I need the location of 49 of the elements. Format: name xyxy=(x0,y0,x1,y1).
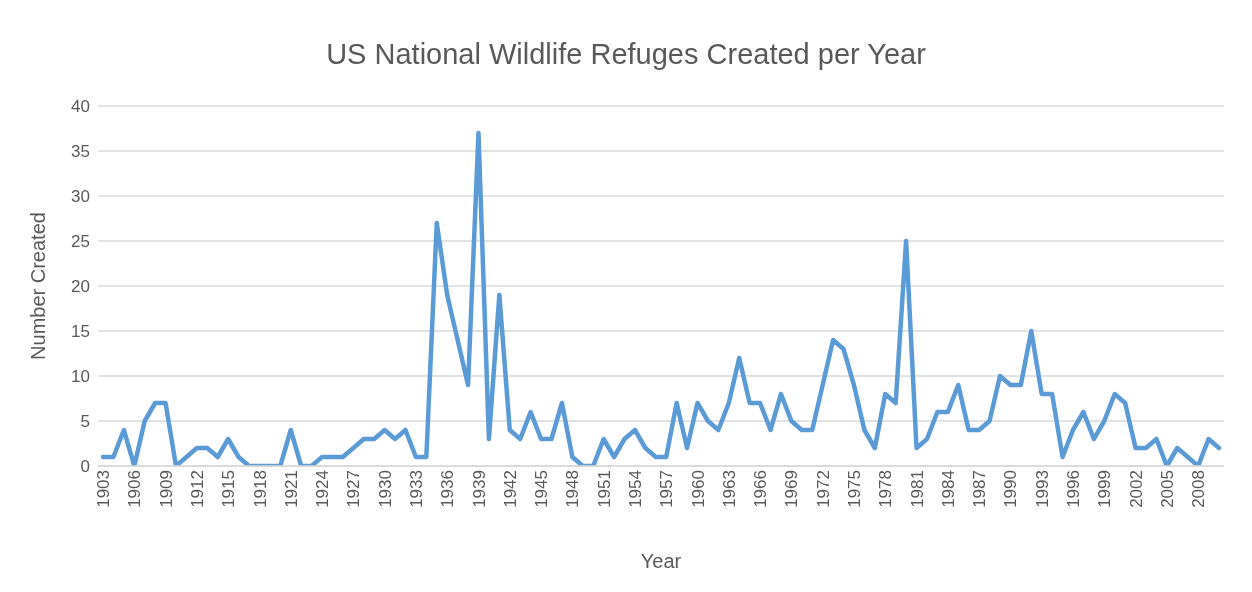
x-tick-label: 1990 xyxy=(1001,470,1021,508)
x-tick-label: 1909 xyxy=(156,470,176,508)
x-tick-label: 1957 xyxy=(657,470,677,508)
x-tick-label: 1939 xyxy=(469,470,489,508)
x-tick-label: 1942 xyxy=(500,470,520,508)
x-tick-label: 1954 xyxy=(626,470,645,508)
x-tick-label: 1981 xyxy=(907,470,927,508)
y-tick-label: 10 xyxy=(71,367,90,387)
x-tick-label: 1987 xyxy=(970,470,990,508)
x-tick-label: 1972 xyxy=(813,470,833,508)
x-tick-label: 2002 xyxy=(1126,470,1146,508)
x-tick-label: 1936 xyxy=(438,470,458,508)
y-axis-title: Number Created xyxy=(27,212,50,360)
x-tick-label: 1984 xyxy=(938,470,958,508)
x-tick-label: 1912 xyxy=(187,470,207,508)
y-tick-label: 30 xyxy=(71,187,90,207)
x-tick-label: 2008 xyxy=(1189,470,1209,508)
x-axis-title: Year xyxy=(640,550,682,573)
x-tick-label: 1966 xyxy=(751,470,771,508)
x-tick-label: 1921 xyxy=(281,470,301,508)
x-tick-label: 1948 xyxy=(563,470,583,508)
x-tick-label: 1906 xyxy=(125,470,145,508)
x-tick-label: 1924 xyxy=(313,470,333,508)
y-tick-label: 15 xyxy=(71,322,90,342)
x-tick-label: 1945 xyxy=(532,470,552,508)
x-tick-label: 1927 xyxy=(344,470,364,508)
x-tick-label: 1996 xyxy=(1064,470,1084,508)
x-tick-label: 1951 xyxy=(594,470,614,508)
y-tick-label: 35 xyxy=(71,142,90,162)
x-tick-label: 1963 xyxy=(719,470,739,508)
x-tick-label: 1978 xyxy=(876,470,896,508)
chart-title: US National Wildlife Refuges Created per Year xyxy=(325,37,927,72)
x-tick-label: 1999 xyxy=(1095,470,1115,508)
x-tick-label: 1903 xyxy=(94,470,114,508)
x-tick-label: 1933 xyxy=(406,470,426,508)
x-tick-label: 1930 xyxy=(375,470,395,508)
y-tick-label: 25 xyxy=(71,232,90,252)
y-tick-label: 5 xyxy=(80,412,90,432)
y-tick-label: 20 xyxy=(71,277,90,297)
y-tick-label: 0 xyxy=(80,457,90,477)
x-tick-label: 2005 xyxy=(1157,470,1177,508)
x-tick-label: 1918 xyxy=(250,470,270,508)
y-tick-label: 40 xyxy=(71,97,90,117)
x-tick-label: 1915 xyxy=(219,470,239,508)
x-tick-label: 1993 xyxy=(1032,470,1052,508)
line-series xyxy=(100,130,1222,466)
x-tick-label: 1975 xyxy=(845,470,865,508)
x-tick-label: 1969 xyxy=(782,470,802,508)
x-tick-label: 1960 xyxy=(688,470,708,508)
